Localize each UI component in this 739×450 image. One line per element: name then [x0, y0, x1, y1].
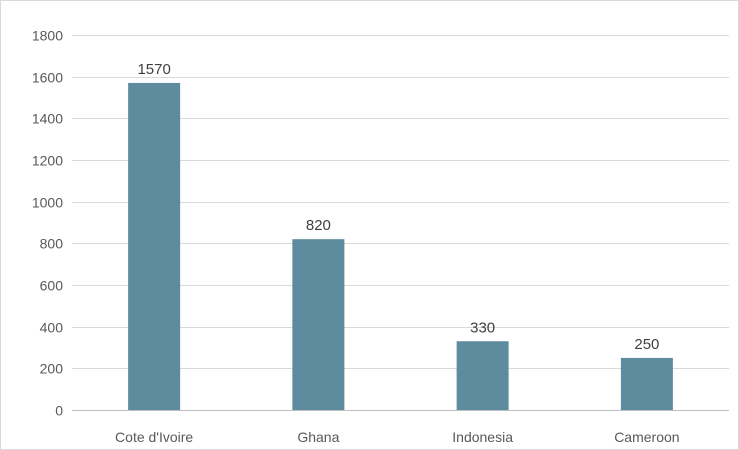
data-label: 250: [634, 336, 659, 353]
x-tick-label: Cote d'Ivoire: [115, 429, 193, 445]
data-labels: 1570 820 330 250: [137, 61, 659, 353]
data-label: 330: [470, 319, 495, 336]
y-tick-label: 400: [40, 320, 64, 336]
gridlines: [72, 35, 729, 369]
x-tick-label: Indonesia: [452, 429, 513, 445]
y-tick-label: 1200: [32, 153, 63, 169]
y-tick-label: 600: [40, 278, 64, 294]
y-tick-label: 200: [40, 361, 64, 377]
x-tick-label: Cameroon: [614, 429, 679, 445]
y-tick-label: 0: [55, 403, 63, 419]
y-tick-label: 800: [40, 236, 64, 252]
x-axis-tick-labels: Cote d'Ivoire Ghana Indonesia Cameroon: [115, 429, 680, 445]
bar-ghana: [292, 239, 345, 410]
bar-cameroon: [620, 357, 673, 410]
data-label: 820: [306, 217, 331, 234]
y-tick-label: 1800: [32, 28, 63, 44]
bar-indonesia: [456, 341, 509, 410]
y-tick-label: 1600: [32, 70, 63, 86]
bars: [128, 82, 673, 411]
y-axis-tick-labels: 0 200 400 600 800 1000 1200 1400 1600 1800: [32, 28, 63, 419]
bar-cote-d-ivoire: [128, 82, 181, 411]
y-tick-label: 1400: [32, 111, 63, 127]
x-tick-label: Ghana: [297, 429, 339, 445]
data-label: 1570: [137, 61, 170, 78]
y-tick-label: 1000: [32, 195, 63, 211]
